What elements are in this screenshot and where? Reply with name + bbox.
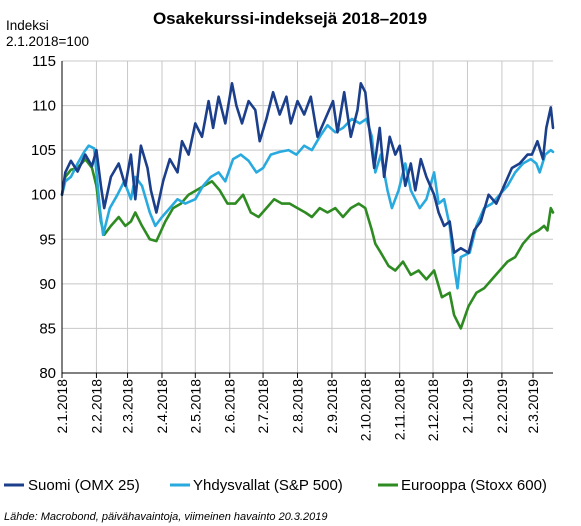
x-tick-label: 2.3.2019 bbox=[525, 379, 541, 434]
legend-label-eurooppa: Eurooppa (Stoxx 600) bbox=[401, 477, 547, 494]
y-tick-label: 80 bbox=[39, 365, 56, 382]
x-tick-label: 2.6.2018 bbox=[222, 379, 238, 434]
x-tick-label: 2.9.2018 bbox=[324, 379, 340, 434]
y-tick-label: 95 bbox=[39, 231, 56, 248]
source-note: Lähde: Macrobond, päivähavaintoja, viime… bbox=[4, 511, 328, 523]
x-tick-label: 2.1.2018 bbox=[54, 379, 70, 434]
y-tick-labels: 80 85 90 95 100 105 110 115 bbox=[31, 53, 56, 382]
y-tick-label: 90 bbox=[39, 276, 56, 293]
x-tick-label: 2.12.2018 bbox=[425, 379, 441, 441]
legend: Suomi (OMX 25) Yhdysvallat (S&P 500) Eur… bbox=[4, 477, 547, 494]
y-tick-label: 105 bbox=[31, 142, 56, 159]
x-tick-label: 2.2.2019 bbox=[494, 379, 510, 434]
series-line-suomi bbox=[60, 82, 555, 254]
x-tick-label: 2.2.2018 bbox=[88, 379, 104, 434]
x-tick-label: 2.4.2018 bbox=[154, 379, 170, 434]
y-tick-label: 115 bbox=[32, 53, 56, 70]
y-axis-label-line-1: Indeksi bbox=[6, 18, 49, 33]
x-tick-label: 2.1.2019 bbox=[459, 379, 475, 434]
gridlines bbox=[61, 60, 553, 374]
y-tick-label: 110 bbox=[32, 98, 56, 115]
x-tick-label: 2.5.2018 bbox=[187, 379, 203, 434]
series-lines bbox=[60, 82, 555, 330]
series-line-eurooppa bbox=[60, 157, 555, 330]
series-line-yhdysvallat bbox=[60, 117, 555, 290]
x-tick-label: 2.8.2018 bbox=[290, 379, 306, 434]
y-axis-label-line-2: 2.1.2018=100 bbox=[6, 34, 89, 49]
legend-label-suomi: Suomi (OMX 25) bbox=[28, 477, 140, 494]
chart-title: Osakekurssi-indeksejä 2018–2019 bbox=[153, 9, 427, 28]
y-tick-label: 100 bbox=[31, 187, 56, 204]
x-tick-label: 2.10.2018 bbox=[357, 379, 373, 441]
x-tick-label: 2.7.2018 bbox=[255, 379, 271, 434]
axes bbox=[61, 61, 553, 378]
x-tick-label: 2.11.2018 bbox=[392, 379, 408, 440]
x-tick-label: 2.3.2018 bbox=[120, 379, 136, 434]
x-tick-labels: 2.1.2018 2.2.2018 2.3.2018 2.4.2018 2.5.2018… bbox=[54, 379, 541, 442]
y-tick-label: 85 bbox=[39, 320, 56, 337]
legend-label-yhdysvallat: Yhdysvallat (S&P 500) bbox=[193, 477, 343, 494]
